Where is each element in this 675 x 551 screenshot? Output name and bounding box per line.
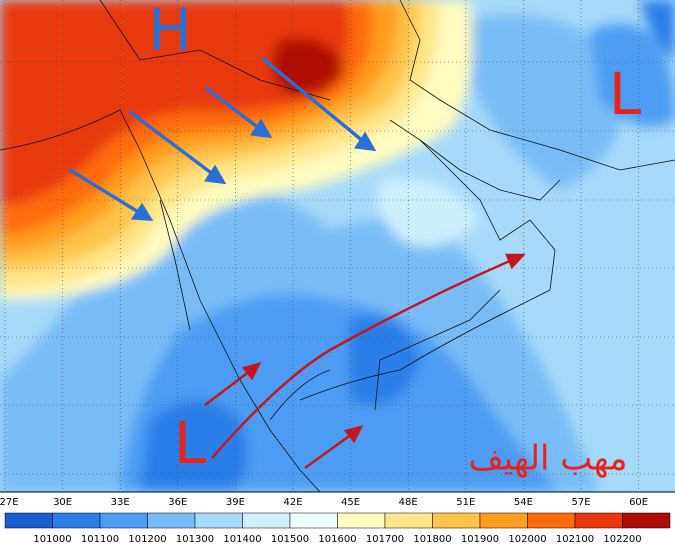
coastlines bbox=[0, 0, 675, 492]
colorbar-label: 101300 bbox=[176, 534, 214, 545]
grid bbox=[0, 0, 675, 492]
colorbar-swatch bbox=[4, 512, 53, 529]
low-marker: L bbox=[609, 60, 641, 128]
pressure-field: H L L مهب الهيف bbox=[0, 0, 675, 492]
lon-label: 30E bbox=[53, 497, 72, 508]
colorbar-label: 101200 bbox=[128, 534, 166, 545]
lon-label: 51E bbox=[456, 497, 475, 508]
lon-label: 36E bbox=[168, 497, 187, 508]
annotation: مهب الهيف bbox=[468, 439, 627, 479]
lon-label: 54E bbox=[514, 497, 533, 508]
lon-label: 42E bbox=[283, 497, 302, 508]
colorbar-label: 102000 bbox=[508, 534, 546, 545]
colorbar-swatch bbox=[99, 512, 148, 529]
colorbar-swatch bbox=[194, 512, 243, 529]
colorbar-label: 101600 bbox=[318, 534, 356, 545]
red-arrows bbox=[204, 253, 526, 470]
colorbar-swatch bbox=[289, 512, 338, 529]
lon-label: 39E bbox=[226, 497, 245, 508]
colorbar-label: 102100 bbox=[556, 534, 594, 545]
high-marker: H bbox=[148, 0, 192, 64]
colorbar-label: 102200 bbox=[603, 534, 641, 545]
colorbar-swatch bbox=[52, 512, 101, 529]
colorbar-swatch bbox=[622, 512, 671, 529]
colorbar-label: 101700 bbox=[366, 534, 404, 545]
colorbar-swatch bbox=[147, 512, 196, 529]
colorbar-swatch bbox=[574, 512, 623, 529]
colorbar-swatch bbox=[479, 512, 528, 529]
lon-label: 57E bbox=[571, 497, 590, 508]
lon-label: 27E bbox=[0, 497, 19, 508]
colorbar-label: 101900 bbox=[461, 534, 499, 545]
colorbar-swatch bbox=[337, 512, 386, 529]
lon-label: 48E bbox=[399, 497, 418, 508]
colorbar-swatch bbox=[527, 512, 576, 529]
colorbar-swatch bbox=[384, 512, 433, 529]
colorbar-label: 101000 bbox=[33, 534, 71, 545]
colorbar-label: 101100 bbox=[81, 534, 119, 545]
blue-arrows bbox=[69, 56, 377, 221]
colorbar-swatch bbox=[432, 512, 481, 529]
colorbar-label: 101400 bbox=[223, 534, 261, 545]
colorbar-label: 101800 bbox=[413, 534, 451, 545]
colorbar-swatch bbox=[242, 512, 291, 529]
colorbar-label: 101500 bbox=[271, 534, 309, 545]
lon-label: 33E bbox=[111, 497, 130, 508]
lon-label: 60E bbox=[629, 497, 648, 508]
lon-label: 45E bbox=[341, 497, 360, 508]
low-marker: L bbox=[174, 409, 206, 477]
